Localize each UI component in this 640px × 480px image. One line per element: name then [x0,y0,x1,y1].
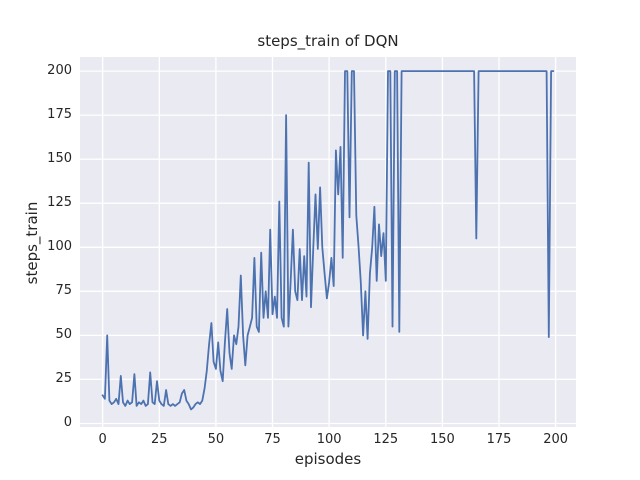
plot-area [80,57,576,427]
y-tick-label: 75 [55,283,72,299]
x-tick-label: 100 [316,432,342,447]
y-tick-label: 0 [63,415,72,431]
y-tick-label: 125 [47,195,72,211]
x-tick-label: 75 [264,432,281,447]
data-line [101,70,555,411]
x-tick-label: 125 [373,432,399,447]
y-axis-label: steps_train [23,201,41,285]
x-axis-label: episodes [294,450,362,468]
y-tick-label: 175 [47,107,72,123]
y-tick-label: 150 [47,151,72,167]
x-tick-label: 200 [543,432,569,447]
x-tick-label: 0 [98,432,107,447]
chart-title: steps_train of DQN [257,32,399,50]
x-tick-label: 25 [150,432,168,447]
plot-svg [80,57,576,427]
x-tick-label: 150 [429,432,455,447]
x-tick-label: 175 [486,432,512,447]
y-tick-label: 25 [55,371,72,387]
y-tick-label: 50 [55,327,72,343]
x-tick-label: 50 [207,432,225,447]
y-tick-label: 100 [47,239,72,255]
y-tick-label: 200 [47,63,72,79]
